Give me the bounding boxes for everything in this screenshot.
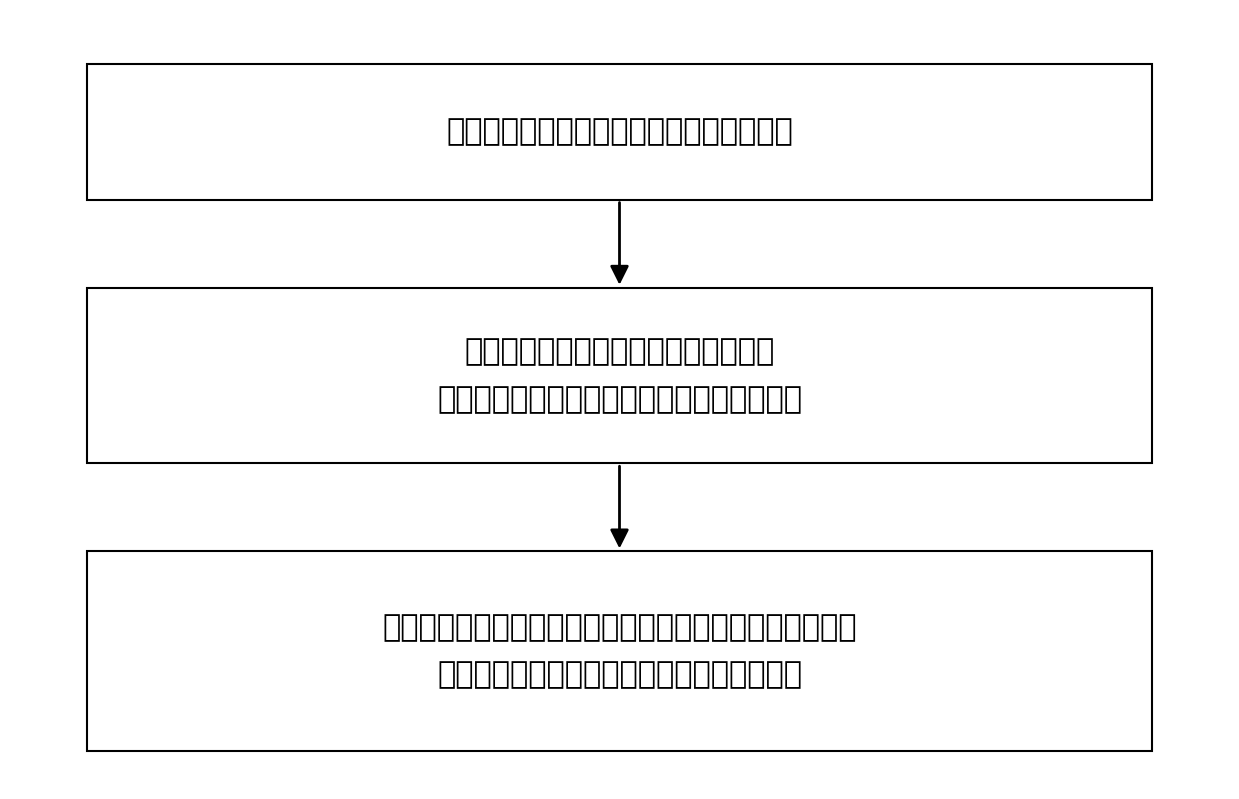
FancyBboxPatch shape	[87, 551, 1152, 751]
Text: 椭圆形裂纹分布的长轴方向为最大主应力方向: 椭圆形裂纹分布的长轴方向为最大主应力方向	[437, 385, 802, 414]
FancyBboxPatch shape	[87, 64, 1152, 200]
Text: 依据开挖掌子面上的最大主应力方向布置楔形掏槽爆破孔：: 依据开挖掌子面上的最大主应力方向布置楔形掏槽爆破孔：	[383, 613, 856, 642]
Text: 每一段炮孔的连线方向与最大主应力方向平行: 每一段炮孔的连线方向与最大主应力方向平行	[437, 661, 802, 690]
Text: 确定开挖掌子面上的最大主应力方向：: 确定开挖掌子面上的最大主应力方向：	[465, 337, 774, 366]
FancyBboxPatch shape	[87, 288, 1152, 463]
Text: 在深埋隧洞开挖掌子面上进行单孔爆破试验: 在深埋隧洞开挖掌子面上进行单孔爆破试验	[446, 117, 793, 146]
